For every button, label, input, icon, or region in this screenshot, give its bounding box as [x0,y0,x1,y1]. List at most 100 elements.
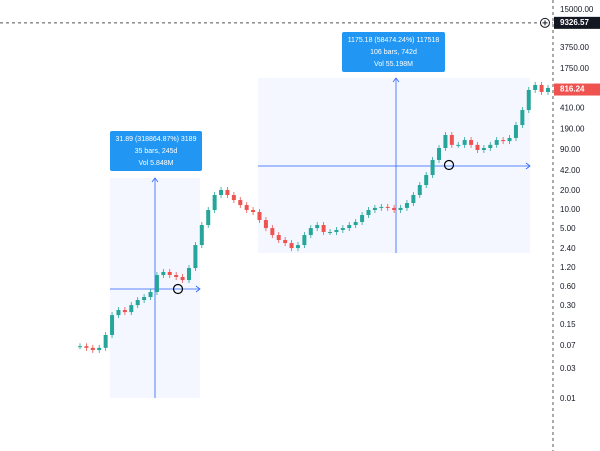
candle [546,87,550,92]
measure-point [172,283,184,295]
candle [206,210,211,226]
candle [507,137,512,142]
candle [424,175,429,186]
candle [129,305,134,313]
y-tick-label: 2.40 [560,244,576,253]
candle [199,225,204,246]
candle [347,225,352,229]
candle [308,228,313,236]
candle [328,231,333,233]
candle [142,297,147,301]
y-tick-label: 410.00 [560,103,585,112]
y-tick-label: 0.15 [560,320,576,329]
price-label-box [554,83,600,96]
y-tick-label: 0.01 [560,394,576,403]
candle [417,185,422,196]
y-tick-label: 0.60 [560,282,576,291]
candle [283,240,288,244]
candle [257,211,262,221]
candle [148,292,153,298]
y-tick-label: 190.00 [560,125,585,134]
candle [276,235,281,241]
candle [263,220,268,229]
y-tick-label: 15000.00 [560,5,594,14]
candle [392,207,397,211]
candle [270,228,275,236]
y-tick-label: 90.00 [560,145,581,154]
candle [526,89,531,111]
candle [110,315,115,335]
candle [372,207,377,211]
candle [539,84,544,92]
candle [238,200,243,206]
measure-label: Vol 55.198M [374,61,413,68]
candle [295,245,300,249]
candle [135,300,140,306]
measure-label-box [110,131,202,171]
measure-arrow [195,285,201,293]
candle [219,189,224,196]
measure-arrow [525,162,531,170]
candle [116,310,121,316]
candle [443,134,448,148]
price-label-box [554,16,600,29]
candle [533,84,538,90]
candle [212,195,217,211]
price-label: 816.24 [560,85,585,94]
candle [289,243,294,249]
measure-label: 31.89 (318864.87%) 3189 [116,136,197,143]
candle [302,235,307,246]
candle [90,347,95,351]
candle [379,206,384,208]
candle [404,203,409,208]
y-tick-label: 10.00 [560,205,581,214]
candle [231,195,236,201]
candle [360,215,365,222]
candle [225,189,230,196]
candle [97,347,102,351]
candle [411,195,416,204]
candle [501,140,506,142]
candle [193,245,198,269]
y-tick-label: 42.00 [560,166,581,175]
y-tick-label: 3750.00 [560,43,589,52]
candle [186,268,191,281]
candle [385,206,390,208]
add-icon [542,20,548,26]
candle [321,225,326,232]
candle [430,159,435,176]
candle [353,221,358,226]
y-tick-label: 1.20 [560,263,576,272]
candle [398,207,403,211]
candle [84,346,89,348]
price-label: 9326.57 [560,18,589,27]
candle [103,334,108,348]
candle [462,140,467,145]
y-tick-label: 1750.00 [560,64,589,73]
candle [437,147,442,160]
y-tick-label: 20.00 [560,186,581,195]
candle [520,110,525,126]
measure-label: 1175.18 (58474.24%) 117518 [348,37,440,44]
measure-region [258,78,530,253]
candle [161,271,166,276]
candle [154,275,159,293]
y-tick-label: 5.00 [560,224,576,233]
candle [78,346,82,348]
measure-arrow [151,177,159,183]
candle [513,125,518,138]
candle [469,140,474,145]
candle [366,210,371,216]
measure-label: 106 bars, 742d [370,49,417,56]
candle [494,140,499,145]
measure-label-box [342,32,445,72]
measure-arrow [392,77,400,83]
candle [251,210,256,212]
candle [449,134,454,145]
y-tick-label: 0.30 [560,301,576,310]
candle [315,225,320,229]
candle [334,229,339,232]
candle [475,144,480,150]
candle [340,228,345,230]
